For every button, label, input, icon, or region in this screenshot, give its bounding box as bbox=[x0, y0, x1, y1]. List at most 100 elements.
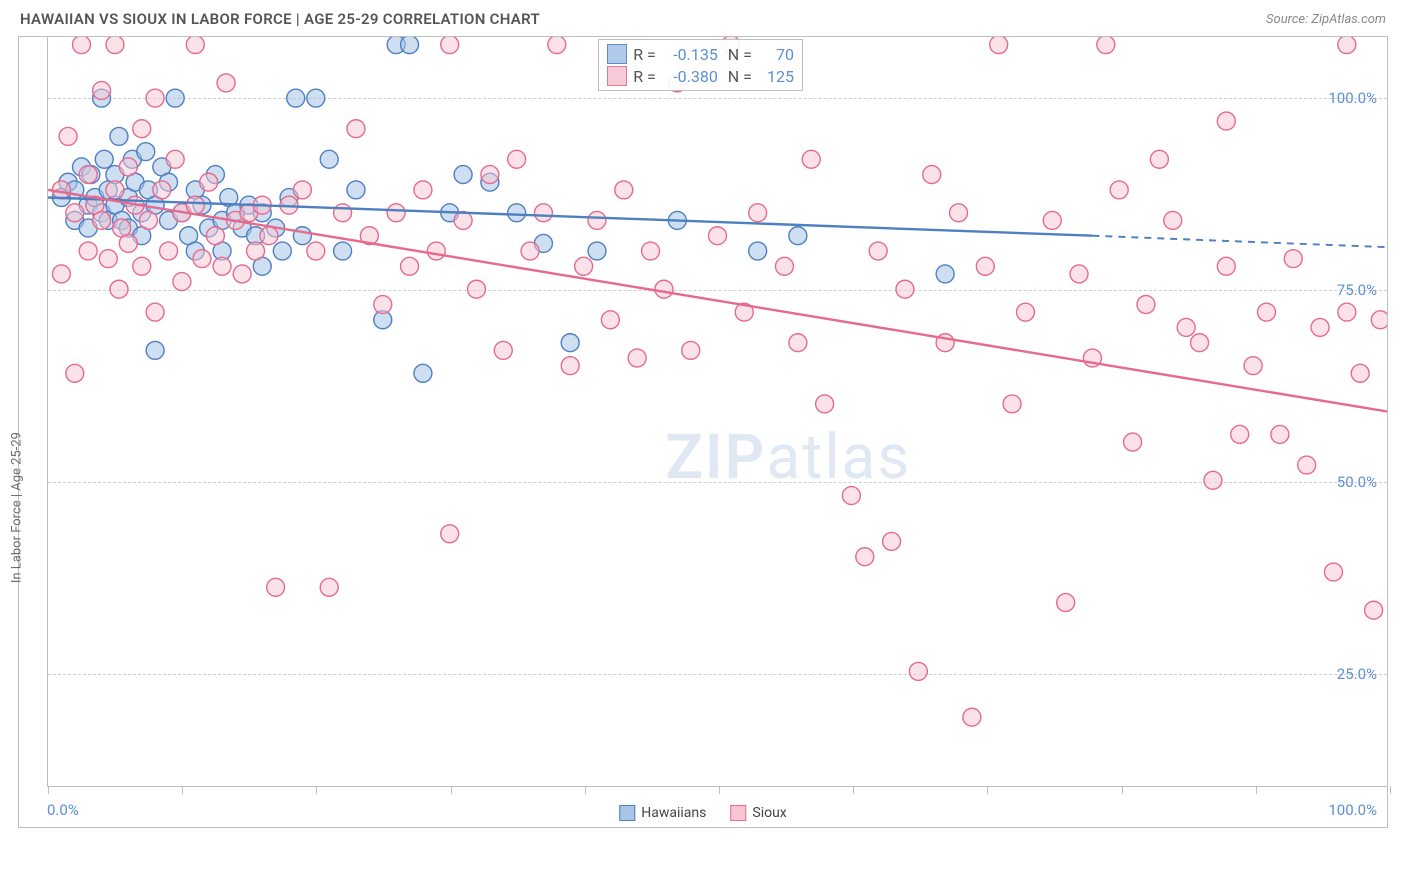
scatter-point-sioux bbox=[186, 37, 204, 54]
scatter-point-sioux bbox=[1164, 211, 1182, 229]
scatter-point-sioux bbox=[1124, 433, 1142, 451]
scatter-point-hawaiians bbox=[307, 89, 325, 107]
scatter-point-sioux bbox=[883, 532, 901, 550]
scatter-point-sioux bbox=[816, 395, 834, 413]
scatter-point-sioux bbox=[166, 150, 184, 168]
scatter-point-sioux bbox=[1371, 311, 1387, 329]
scatter-point-sioux bbox=[374, 296, 392, 314]
scatter-point-sioux bbox=[93, 82, 111, 100]
stat-swatch-icon bbox=[607, 44, 627, 64]
scatter-point-sioux bbox=[119, 234, 137, 252]
plot-area: ZIPatlas R =-0.135 N =70R =-0.380 N =125… bbox=[47, 37, 1387, 787]
stat-n-label: N = bbox=[724, 67, 752, 86]
stat-swatch-icon bbox=[607, 66, 627, 86]
legend-label: Hawaiians bbox=[641, 805, 706, 821]
scatter-point-sioux bbox=[1150, 150, 1168, 168]
scatter-point-hawaiians bbox=[508, 204, 526, 222]
scatter-point-sioux bbox=[1217, 112, 1235, 130]
scatter-point-sioux bbox=[1365, 601, 1383, 619]
scatter-point-sioux bbox=[79, 166, 97, 184]
stat-r-value: -0.135 bbox=[662, 45, 718, 64]
scatter-point-sioux bbox=[206, 227, 224, 245]
scatter-point-sioux bbox=[1177, 318, 1195, 336]
scatter-point-sioux bbox=[133, 120, 151, 138]
scatter-point-sioux bbox=[247, 242, 265, 260]
scatter-point-sioux bbox=[414, 181, 432, 199]
y-axis-label: In Labor Force | Age 25-29 bbox=[10, 432, 25, 583]
scatter-point-sioux bbox=[1231, 425, 1249, 443]
x-tick bbox=[1122, 786, 1123, 794]
scatter-point-sioux bbox=[66, 204, 84, 222]
scatter-point-sioux bbox=[293, 181, 311, 199]
scatter-point-sioux bbox=[775, 257, 793, 275]
stat-r-label: R = bbox=[633, 45, 656, 64]
correlation-stats-box: R =-0.135 N =70R =-0.380 N =125 bbox=[598, 39, 803, 91]
scatter-point-sioux bbox=[494, 341, 512, 359]
x-tick bbox=[451, 786, 452, 794]
scatter-point-sioux bbox=[320, 578, 338, 596]
scatter-point-sioux bbox=[52, 265, 70, 283]
scatter-point-sioux bbox=[869, 242, 887, 260]
scatter-point-hawaiians bbox=[146, 341, 164, 359]
scatter-point-sioux bbox=[347, 120, 365, 138]
scatter-point-sioux bbox=[1271, 425, 1289, 443]
scatter-point-sioux bbox=[990, 37, 1008, 54]
scatter-point-sioux bbox=[307, 242, 325, 260]
legend-swatch-icon bbox=[619, 805, 635, 821]
scatter-point-sioux bbox=[267, 578, 285, 596]
scatter-point-sioux bbox=[749, 204, 767, 222]
scatter-point-sioux bbox=[1110, 181, 1128, 199]
x-tick bbox=[1256, 786, 1257, 794]
scatter-point-sioux bbox=[682, 341, 700, 359]
scatter-point-sioux bbox=[427, 242, 445, 260]
stat-n-value: 70 bbox=[758, 45, 794, 64]
scatter-point-sioux bbox=[1057, 594, 1075, 612]
scatter-point-sioux bbox=[1016, 303, 1034, 321]
scatter-point-hawaiians bbox=[334, 242, 352, 260]
scatter-point-sioux bbox=[950, 204, 968, 222]
scatter-point-sioux bbox=[1298, 456, 1316, 474]
scatter-point-sioux bbox=[842, 487, 860, 505]
scatter-point-sioux bbox=[200, 173, 218, 191]
stat-r-value: -0.380 bbox=[662, 67, 718, 86]
x-tick bbox=[182, 786, 183, 794]
scatter-point-hawaiians bbox=[347, 181, 365, 199]
scatter-point-sioux bbox=[1137, 296, 1155, 314]
scatter-point-sioux bbox=[1244, 357, 1262, 375]
scatter-point-sioux bbox=[110, 280, 128, 298]
scatter-point-hawaiians bbox=[95, 150, 113, 168]
scatter-point-sioux bbox=[454, 211, 472, 229]
x-tick bbox=[719, 786, 720, 794]
stat-r-label: R = bbox=[633, 67, 656, 86]
scatter-point-sioux bbox=[99, 250, 117, 268]
scatter-point-sioux bbox=[601, 311, 619, 329]
scatter-point-sioux bbox=[119, 158, 137, 176]
scatter-point-sioux bbox=[387, 204, 405, 222]
scatter-point-sioux bbox=[59, 127, 77, 145]
scatter-point-hawaiians bbox=[137, 143, 155, 161]
legend: Hawaiians Sioux bbox=[619, 805, 787, 821]
x-tick bbox=[48, 786, 49, 794]
scatter-point-sioux bbox=[1097, 37, 1115, 54]
x-tick bbox=[853, 786, 854, 794]
scatter-point-sioux bbox=[1043, 211, 1061, 229]
scatter-point-sioux bbox=[534, 204, 552, 222]
legend-label: Sioux bbox=[752, 805, 786, 821]
scatter-point-hawaiians bbox=[287, 89, 305, 107]
scatter-point-sioux bbox=[153, 181, 171, 199]
scatter-point-sioux bbox=[441, 37, 459, 54]
scatter-point-sioux bbox=[217, 74, 235, 92]
scatter-point-sioux bbox=[441, 525, 459, 543]
scatter-point-sioux bbox=[193, 250, 211, 268]
x-axis-min-label: 0.0% bbox=[47, 801, 79, 819]
stat-n-label: N = bbox=[724, 45, 752, 64]
scatter-point-sioux bbox=[1204, 471, 1222, 489]
scatter-point-sioux bbox=[146, 89, 164, 107]
scatter-point-sioux bbox=[588, 211, 606, 229]
legend-item-sioux: Sioux bbox=[730, 805, 786, 821]
scatter-point-sioux bbox=[615, 181, 633, 199]
scatter-point-sioux bbox=[1351, 364, 1369, 382]
scatter-point-hawaiians bbox=[293, 227, 311, 245]
chart-container: In Labor Force | Age 25-29 ZIPatlas R =-… bbox=[18, 36, 1388, 828]
scatter-point-sioux bbox=[521, 242, 539, 260]
